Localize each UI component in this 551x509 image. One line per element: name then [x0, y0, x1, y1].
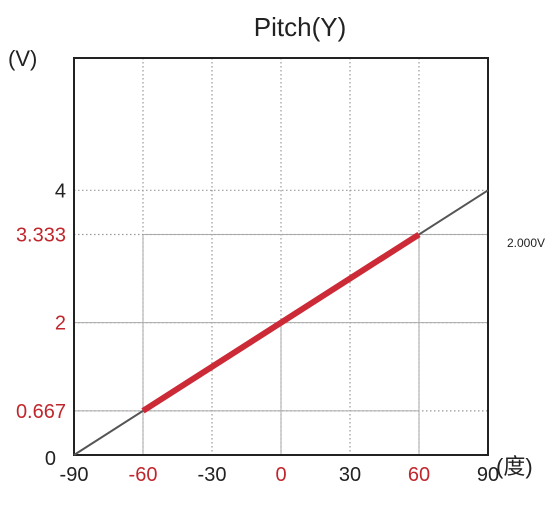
series-active-range — [141, 231, 421, 414]
chart-title: Pitch(Y) — [254, 12, 346, 42]
y-tick-label: 0 — [45, 448, 56, 470]
y-tick-label: 3.333 — [16, 224, 66, 246]
x-axis-label: (度) — [496, 454, 533, 479]
x-tick-label: 0 — [275, 464, 286, 486]
x-tick-label: -30 — [198, 464, 227, 486]
x-tick-label: 30 — [339, 464, 361, 486]
plot-frame — [73, 57, 489, 456]
x-tick-label: -90 — [60, 464, 89, 486]
y-axis-label: (V) — [8, 46, 37, 71]
x-tick-label: -60 — [129, 464, 158, 486]
x-tick-label: 90 — [477, 464, 499, 486]
y-tick-label: 2 — [55, 313, 66, 335]
y-tick-label: 0.667 — [16, 401, 66, 423]
annotation-2v: 2.000V — [507, 236, 545, 250]
x-tick-label: 60 — [408, 464, 430, 486]
y-tick-label: 4 — [55, 180, 66, 202]
plot-area: -90 -60 -30 0 30 60 90 0 0.667 2 3.333 4 — [16, 57, 499, 486]
